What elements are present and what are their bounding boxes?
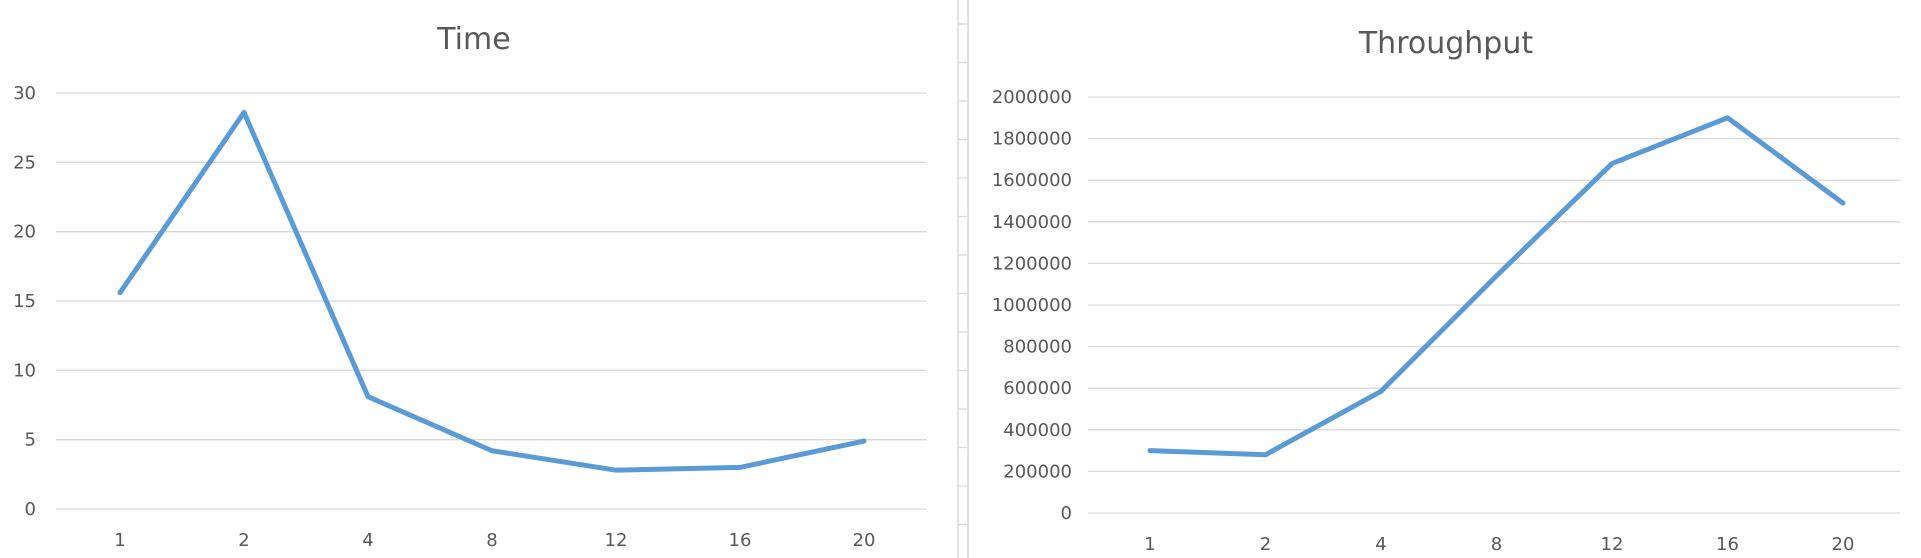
y-tick-label: 600000 (1003, 378, 1072, 399)
x-tick-label: 20 (1832, 534, 1855, 555)
y-tick-label: 400000 (1003, 420, 1072, 441)
y-tick-label: 200000 (1003, 461, 1072, 482)
y-tick-label: 30 (13, 83, 36, 104)
divider-ticks (958, 23, 968, 526)
y-tick-label: 1400000 (992, 212, 1072, 233)
x-tick-label: 20 (853, 530, 876, 551)
x-tick-label: 8 (486, 530, 497, 551)
y-tick-label: 2000000 (992, 87, 1072, 108)
y-tick-label: 5 (25, 430, 36, 451)
y-tick-label: 1000000 (992, 295, 1072, 316)
x-tick-label: 12 (1601, 534, 1624, 555)
y-tick-label: 1200000 (992, 253, 1072, 274)
y-tick-label: 15 (13, 291, 36, 312)
y-tick-label: 25 (13, 152, 36, 173)
x-tick-label: 16 (1716, 534, 1739, 555)
x-tick-label: 4 (1375, 534, 1386, 555)
y-tick-label: 20 (13, 222, 36, 243)
x-tick-label: 4 (362, 530, 373, 551)
y-tick-label: 800000 (1003, 337, 1072, 358)
y-tick-label: 1800000 (992, 129, 1072, 150)
chart-title: Time (436, 22, 510, 57)
x-tick-label: 16 (729, 530, 752, 551)
series-line (117, 109, 867, 473)
series-line (1147, 115, 1846, 458)
x-tick-label: 2 (238, 530, 249, 551)
x-tick-label: 1 (1144, 534, 1155, 555)
x-tick-label: 8 (1491, 534, 1502, 555)
throughput-chart: Throughput 0 200000 400000 600000 800000 1000… (992, 26, 1900, 555)
y-tick-label: 0 (1061, 503, 1072, 524)
x-tick-label: 12 (605, 530, 628, 551)
y-tick-label: 0 (25, 499, 36, 520)
x-tick-label: 2 (1260, 534, 1271, 555)
y-tick-label: 1600000 (992, 170, 1072, 191)
x-tick-label: 1 (114, 530, 125, 551)
chart-title: Throughput (1358, 26, 1533, 61)
y-tick-label: 10 (13, 360, 36, 381)
